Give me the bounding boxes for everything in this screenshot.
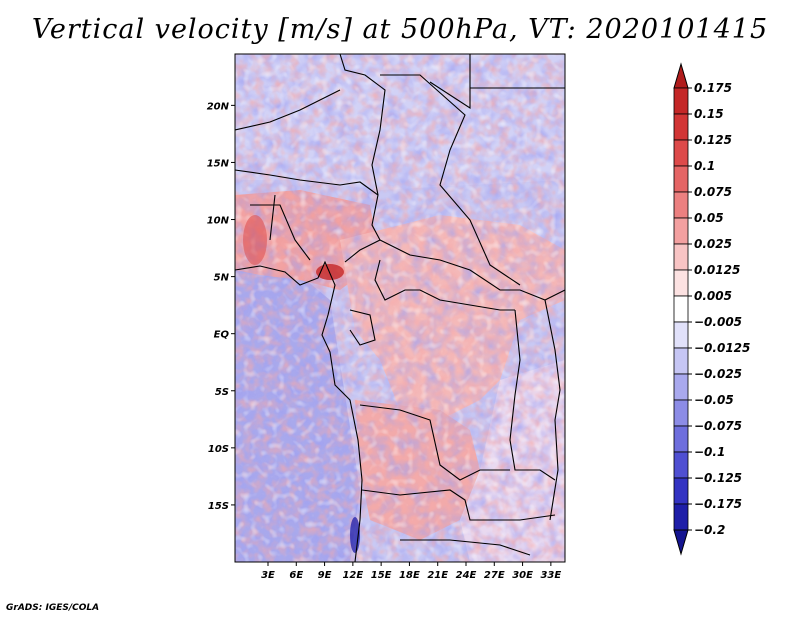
colorbar-label: −0.05 [694, 393, 734, 407]
colorbar-box [673, 399, 689, 427]
colorbar-box [673, 191, 689, 219]
y-tick-label: 10N [207, 216, 230, 227]
colorbar: 0.175 0.15 0.125 0.1 0.075 0.05 0.025 0.0125 0.0… [673, 62, 750, 556]
x-tick-label: 24E [456, 570, 477, 581]
colorbar-label: 0.075 [694, 185, 732, 199]
colorbar-box [673, 269, 689, 297]
colorbar-label: 0.15 [694, 107, 724, 121]
colorbar-label: 0.005 [694, 289, 732, 303]
colorbar-min-arrow [673, 529, 689, 556]
colorbar-box [673, 295, 689, 323]
plot-frame [234, 53, 566, 563]
x-tick-label: 15E [371, 570, 392, 581]
colorbar-label: 0.175 [694, 81, 732, 95]
colorbar-box [673, 477, 689, 505]
colorbar-box [673, 243, 689, 271]
colorbar-box [673, 87, 689, 115]
y-tick-label: 10S [208, 444, 229, 455]
y-tick-label: EQ [214, 330, 230, 341]
colorbar-max-arrow [673, 62, 689, 89]
colorbar-label: 0.125 [694, 133, 732, 147]
colorbar-box [673, 217, 689, 245]
x-tick-label: 18E [399, 570, 420, 581]
colorbar-label: −0.075 [694, 419, 742, 433]
colorbar-box [673, 139, 689, 167]
colorbar-box [673, 113, 689, 141]
y-tick-label: 5S [215, 387, 229, 398]
colorbar-label: −0.005 [694, 315, 742, 329]
colorbar-box [673, 425, 689, 453]
colorbar-box [673, 165, 689, 193]
y-tick-label: 15N [207, 158, 230, 169]
x-tick-label: 30E [512, 570, 533, 581]
y-tick-label: 15S [208, 501, 229, 512]
colorbar-label: 0.0125 [694, 263, 740, 277]
colorbar-box [673, 373, 689, 401]
x-tick-label: 33E [540, 570, 561, 581]
colorbar-label: −0.0125 [694, 341, 750, 355]
colorbar-label: −0.125 [694, 471, 742, 485]
colorbar-label: 0.05 [694, 211, 724, 225]
colorbar-box [673, 321, 689, 349]
colorbar-label: −0.175 [694, 497, 742, 511]
colorbar-label: −0.2 [694, 523, 725, 537]
x-axis: 3E 6E 9E 12E 15E 18E 21E 24E 27E 30E 33E [261, 562, 561, 581]
x-tick-label: 21E [427, 570, 448, 581]
credit-text: GrADS: IGES/COLA [6, 603, 100, 613]
y-tick-label: 5N [214, 273, 230, 284]
x-tick-label: 27E [484, 570, 505, 581]
colorbar-box [673, 451, 689, 479]
x-tick-label: 6E [289, 570, 303, 581]
y-axis: 20N 15N 10N 5N EQ 5S 10S 15S [207, 101, 235, 512]
colorbar-label: −0.025 [694, 367, 742, 381]
x-tick-label: 9E [318, 570, 332, 581]
x-tick-label: 3E [261, 570, 275, 581]
chart-title: Vertical velocity [m/s] at 500hPa, VT: 2… [31, 14, 769, 45]
y-tick-label: 20N [207, 101, 230, 112]
colorbar-label: 0.025 [694, 237, 732, 251]
colorbar-label: −0.1 [694, 445, 725, 459]
colorbar-box [673, 503, 689, 531]
vertical-velocity-field [235, 54, 565, 562]
country-borders [235, 54, 565, 562]
x-tick-label: 12E [342, 570, 363, 581]
colorbar-box [673, 347, 689, 375]
colorbar-label: 0.1 [694, 159, 715, 173]
